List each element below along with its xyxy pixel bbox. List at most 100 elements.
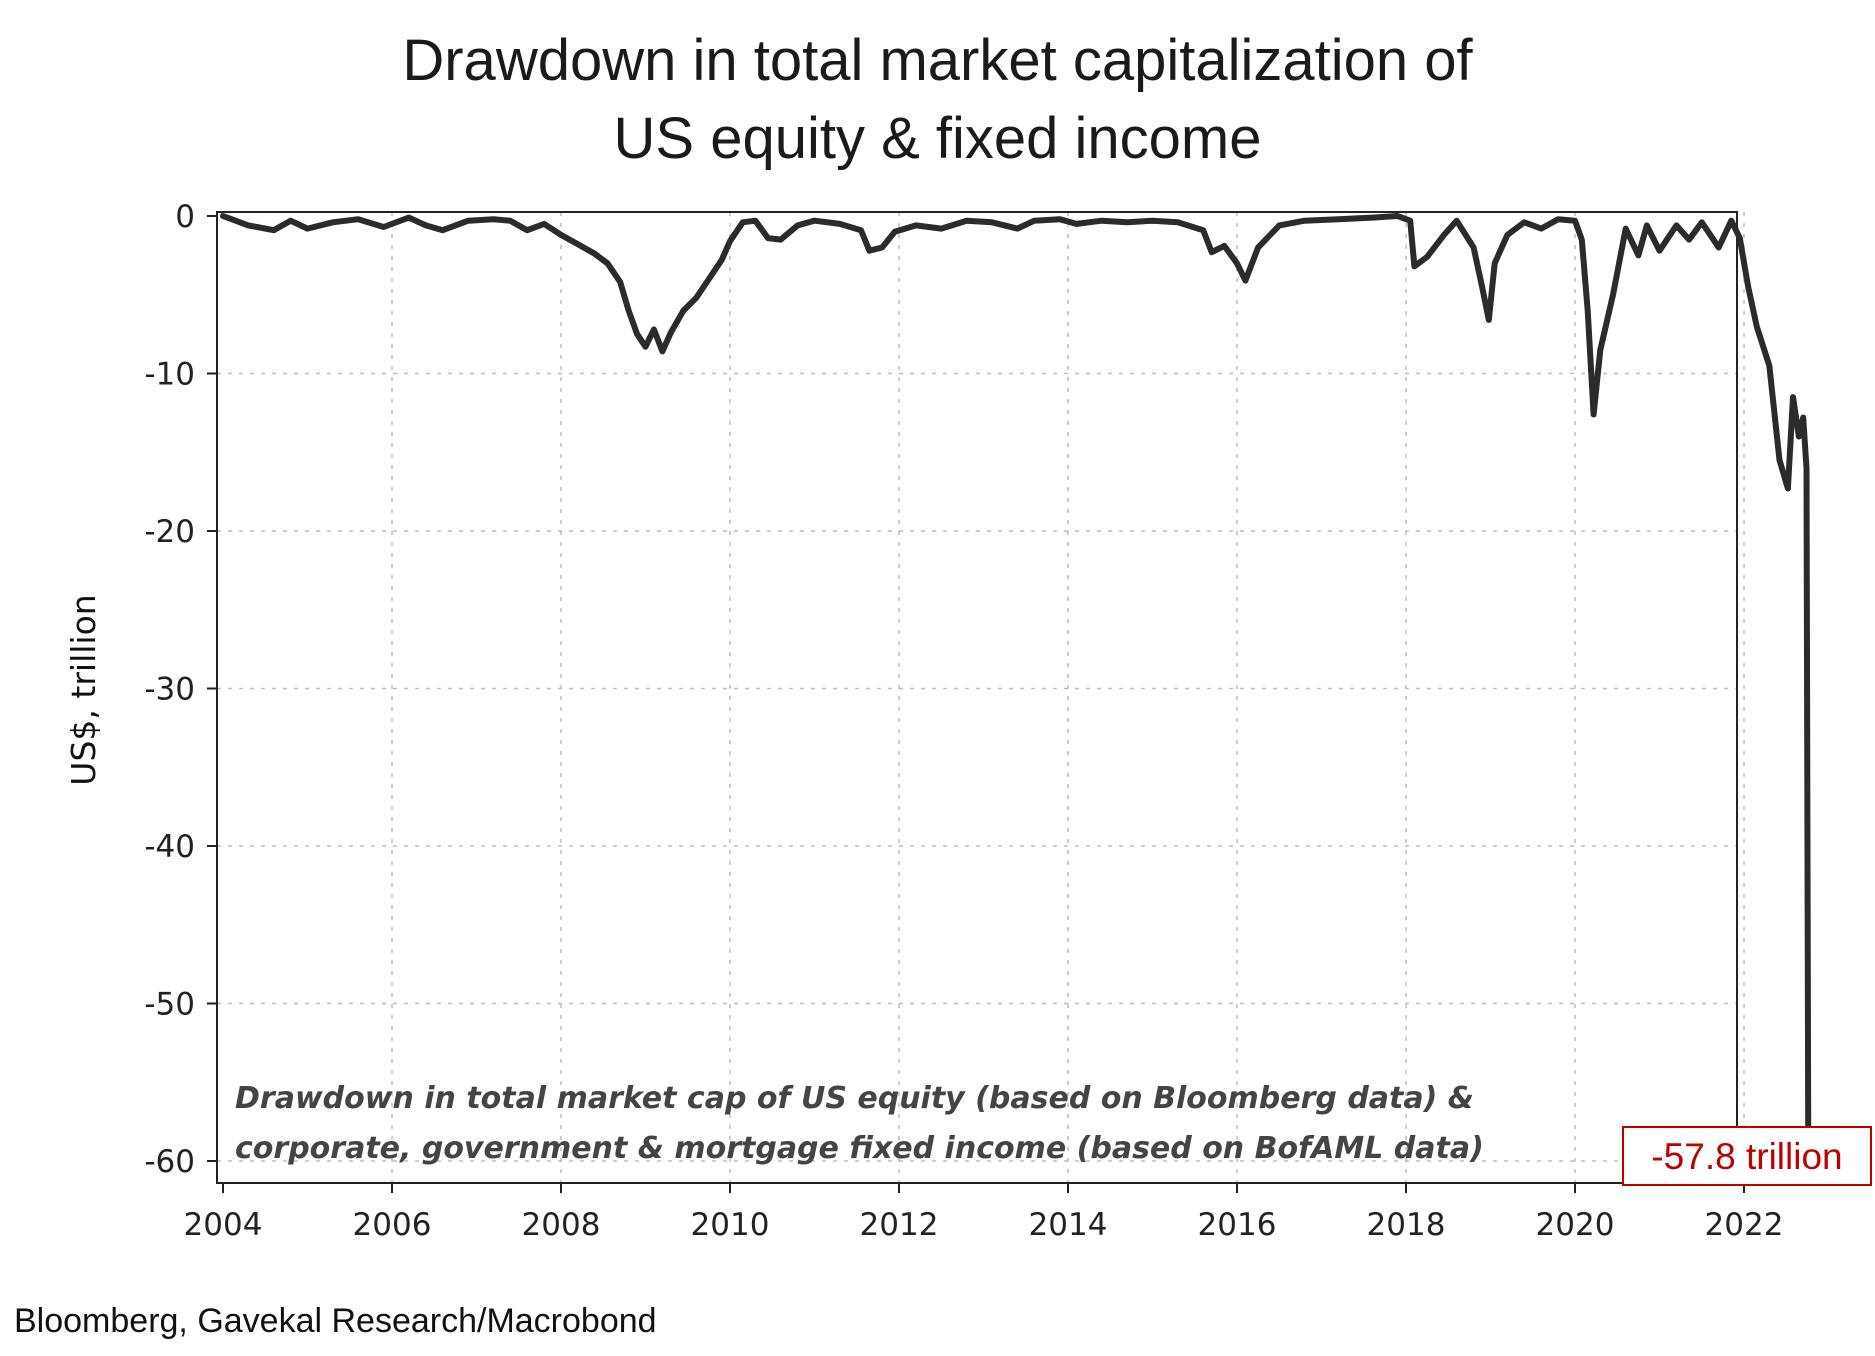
series-point (330, 219, 336, 225)
y-axis-title: US$, trillion (64, 594, 103, 785)
series-point (355, 216, 361, 222)
series-point (1591, 411, 1597, 417)
series-point (220, 213, 226, 219)
series-point (1790, 394, 1796, 400)
series-point (812, 218, 817, 224)
series-point (1745, 284, 1751, 290)
chart-title-line-2: US equity & fixed income (613, 106, 1262, 171)
series-point (1209, 249, 1215, 255)
source-note: Bloomberg, Gavekal Research/Macrobond (14, 1302, 657, 1340)
x-tick-label: 2016 (1198, 1207, 1277, 1243)
series-point (1699, 219, 1705, 225)
drawdown-series-line (220, 213, 1812, 1130)
series-point (1673, 222, 1679, 228)
series-point (668, 330, 674, 336)
series-point (778, 237, 784, 243)
series-point (1407, 218, 1413, 224)
x-tick-label: 2022 (1705, 1207, 1784, 1243)
series-point (740, 219, 746, 225)
series-point (659, 348, 665, 354)
series-point (1686, 237, 1692, 243)
series-point (1479, 284, 1485, 290)
series-point (1454, 218, 1460, 224)
series-point (1099, 218, 1105, 224)
series-point (423, 222, 429, 228)
series-point (558, 232, 564, 238)
series-point (1395, 213, 1401, 219)
x-tick-label: 2014 (1029, 1207, 1108, 1243)
series-point (1073, 221, 1079, 227)
x-tick-label: 2020 (1536, 1207, 1615, 1243)
series-point (1728, 218, 1734, 224)
series-point (1657, 248, 1662, 254)
series-point (541, 221, 547, 227)
series-point (1276, 222, 1282, 228)
series-point (858, 227, 864, 233)
series-point (1014, 226, 1020, 232)
series-point (1124, 219, 1130, 225)
series-point (1504, 232, 1510, 238)
series-point (592, 251, 598, 257)
series-point (605, 260, 610, 266)
series-point (1800, 415, 1806, 421)
series-point (989, 219, 995, 225)
chart-note-line-1: Drawdown in total market cap of US equit… (235, 1081, 1474, 1116)
series-point (440, 227, 446, 233)
series-point (1610, 292, 1616, 298)
series-point (1411, 263, 1417, 269)
series-point (1804, 465, 1809, 471)
series-point (245, 222, 251, 228)
series-point (1221, 243, 1227, 249)
series-point (1572, 218, 1578, 224)
series-point (938, 226, 944, 232)
chart-title-line-1: Drawdown in total market capitalization … (402, 28, 1473, 93)
plot-frame (216, 211, 1738, 1184)
series-point (1644, 222, 1650, 228)
series-point (490, 216, 496, 222)
x-tick-label: 2010 (691, 1207, 770, 1243)
series-point (1150, 218, 1155, 224)
series-point (1302, 218, 1308, 224)
series-point (1796, 434, 1802, 439)
series-point (727, 238, 733, 244)
series-point (1486, 317, 1492, 323)
series-point (1538, 226, 1544, 232)
series-point (1635, 252, 1641, 258)
series-point (681, 308, 686, 313)
series-point (866, 248, 872, 254)
x-axis: 2004 2006 2008 2010 2012 2014 2016 2018 2020 2022 (184, 1183, 1784, 1243)
callout-box (1622, 1126, 1872, 1186)
series-point (1424, 254, 1430, 260)
series-point (1579, 237, 1585, 243)
series-point (913, 222, 919, 228)
series-point (837, 221, 843, 227)
x-tick-label: 2018 (1367, 1207, 1446, 1243)
series-point (626, 308, 632, 313)
series-point (1031, 218, 1037, 224)
series-point (879, 245, 885, 250)
series-point (1242, 278, 1248, 284)
y-tick-label: 0 (175, 199, 195, 235)
series-point (381, 224, 387, 230)
y-tick-label: -40 (144, 829, 195, 865)
series-point (305, 226, 310, 232)
series-point (1777, 457, 1782, 463)
series-point (634, 331, 640, 337)
series-point (465, 218, 471, 224)
series-point (1471, 245, 1477, 250)
series-point (1521, 219, 1527, 225)
y-tick-label: -10 (144, 357, 195, 393)
series-layer (220, 213, 1812, 1130)
series-point (1785, 486, 1791, 491)
callout-label: -57.8 trillion (1651, 1136, 1842, 1177)
series-point (1737, 235, 1743, 241)
y-tick-label: -60 (144, 1144, 195, 1180)
y-tick-label: -30 (144, 672, 195, 708)
grid (217, 212, 1745, 1183)
series-point (406, 215, 412, 221)
series-point (765, 235, 771, 241)
series-point (719, 257, 725, 263)
chart-title: Drawdown in total market capitalization … (0, 22, 1875, 178)
y-tick-label: -20 (144, 514, 195, 550)
